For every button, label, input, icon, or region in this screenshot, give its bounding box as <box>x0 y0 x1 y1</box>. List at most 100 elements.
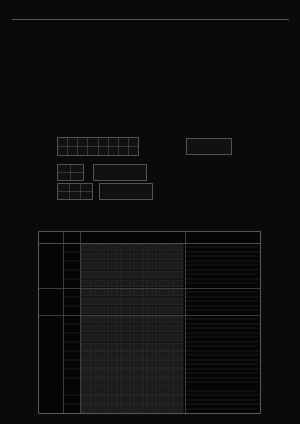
Bar <box>120 396 131 404</box>
Bar <box>146 298 157 305</box>
Bar <box>172 343 183 350</box>
Bar <box>146 280 157 287</box>
Bar <box>107 369 118 377</box>
Bar <box>159 351 170 359</box>
Bar <box>81 343 92 350</box>
Bar <box>172 396 183 404</box>
Bar <box>94 378 105 385</box>
Bar <box>107 289 118 296</box>
Bar <box>146 271 157 278</box>
Bar <box>172 378 183 385</box>
Bar <box>94 262 105 269</box>
Bar <box>172 351 183 359</box>
Bar <box>133 298 144 305</box>
Bar <box>107 325 118 332</box>
Bar <box>146 262 157 269</box>
Bar <box>172 369 183 377</box>
Bar <box>94 280 105 287</box>
Bar <box>107 271 118 278</box>
Bar <box>159 388 170 395</box>
Bar <box>107 343 118 350</box>
Bar <box>107 315 118 323</box>
Bar <box>172 271 183 278</box>
Bar <box>133 307 144 314</box>
Bar <box>133 351 144 359</box>
Bar <box>172 388 183 395</box>
Bar <box>159 298 170 305</box>
Bar <box>107 298 118 305</box>
Bar <box>107 396 118 404</box>
Bar <box>120 315 131 323</box>
Bar <box>120 280 131 287</box>
Bar <box>133 334 144 341</box>
Bar <box>146 244 157 251</box>
Bar <box>120 253 131 260</box>
Bar <box>146 289 157 296</box>
Bar <box>133 262 144 269</box>
Bar <box>81 280 92 287</box>
Bar <box>172 325 183 332</box>
Bar <box>107 334 118 341</box>
Bar <box>81 369 92 377</box>
Bar <box>94 244 105 251</box>
Bar <box>81 298 92 305</box>
Bar <box>107 244 118 251</box>
Bar <box>133 280 144 287</box>
Bar <box>120 325 131 332</box>
Bar <box>107 280 118 287</box>
Bar <box>172 262 183 269</box>
Bar <box>133 253 144 260</box>
Bar <box>94 289 105 296</box>
Bar <box>81 253 92 260</box>
Bar <box>94 307 105 314</box>
Bar <box>133 325 144 332</box>
Bar <box>159 271 170 278</box>
Bar <box>172 334 183 341</box>
Bar <box>133 360 144 368</box>
Bar <box>146 388 157 395</box>
Bar <box>146 325 157 332</box>
Bar <box>107 405 118 413</box>
Bar <box>133 378 144 385</box>
Bar <box>38 231 260 413</box>
Bar <box>172 280 183 287</box>
Bar <box>81 271 92 278</box>
Bar <box>81 325 92 332</box>
Bar <box>81 244 92 251</box>
Bar <box>146 405 157 413</box>
Bar <box>94 388 105 395</box>
Bar <box>120 405 131 413</box>
Bar <box>81 262 92 269</box>
Bar <box>93 164 146 180</box>
Bar <box>81 315 92 323</box>
Bar <box>159 360 170 368</box>
Bar <box>120 298 131 305</box>
Bar <box>94 405 105 413</box>
Bar <box>172 253 183 260</box>
Bar <box>94 325 105 332</box>
Bar <box>120 271 131 278</box>
Bar <box>133 315 144 323</box>
Bar <box>107 253 118 260</box>
Bar <box>146 378 157 385</box>
Bar <box>172 307 183 314</box>
Bar <box>81 388 92 395</box>
Bar <box>172 405 183 413</box>
Bar <box>146 334 157 341</box>
Bar <box>172 298 183 305</box>
Bar <box>159 405 170 413</box>
Bar <box>159 343 170 350</box>
Bar <box>146 360 157 368</box>
Bar <box>120 289 131 296</box>
Bar <box>107 351 118 359</box>
Bar <box>146 253 157 260</box>
Bar <box>120 334 131 341</box>
Bar <box>81 334 92 341</box>
Bar <box>172 289 183 296</box>
Bar <box>172 315 183 323</box>
Bar <box>146 396 157 404</box>
Bar <box>120 388 131 395</box>
Bar <box>94 360 105 368</box>
Bar <box>133 289 144 296</box>
Bar <box>146 315 157 323</box>
